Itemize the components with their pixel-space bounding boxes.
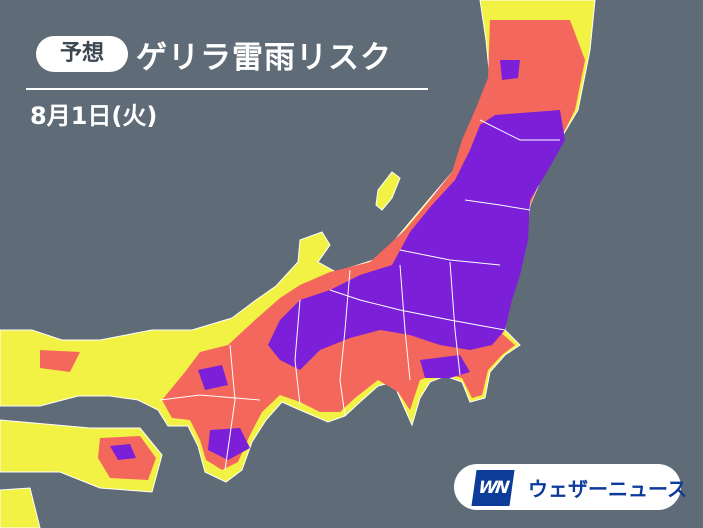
- weathernews-logo: WN ウェザーニュース: [454, 464, 687, 510]
- forecast-date: 8月1日(火): [30, 102, 158, 130]
- page-title: ゲリラ雷雨リスク: [136, 40, 392, 76]
- logo-text: ウェザーニュース: [528, 477, 687, 501]
- wn-logo-icon: WN: [471, 470, 515, 506]
- forecast-badge: 予想: [36, 36, 128, 72]
- title-divider: [26, 88, 428, 90]
- land-high-risk: [110, 60, 565, 460]
- prefecture-borders: [159, 119, 560, 471]
